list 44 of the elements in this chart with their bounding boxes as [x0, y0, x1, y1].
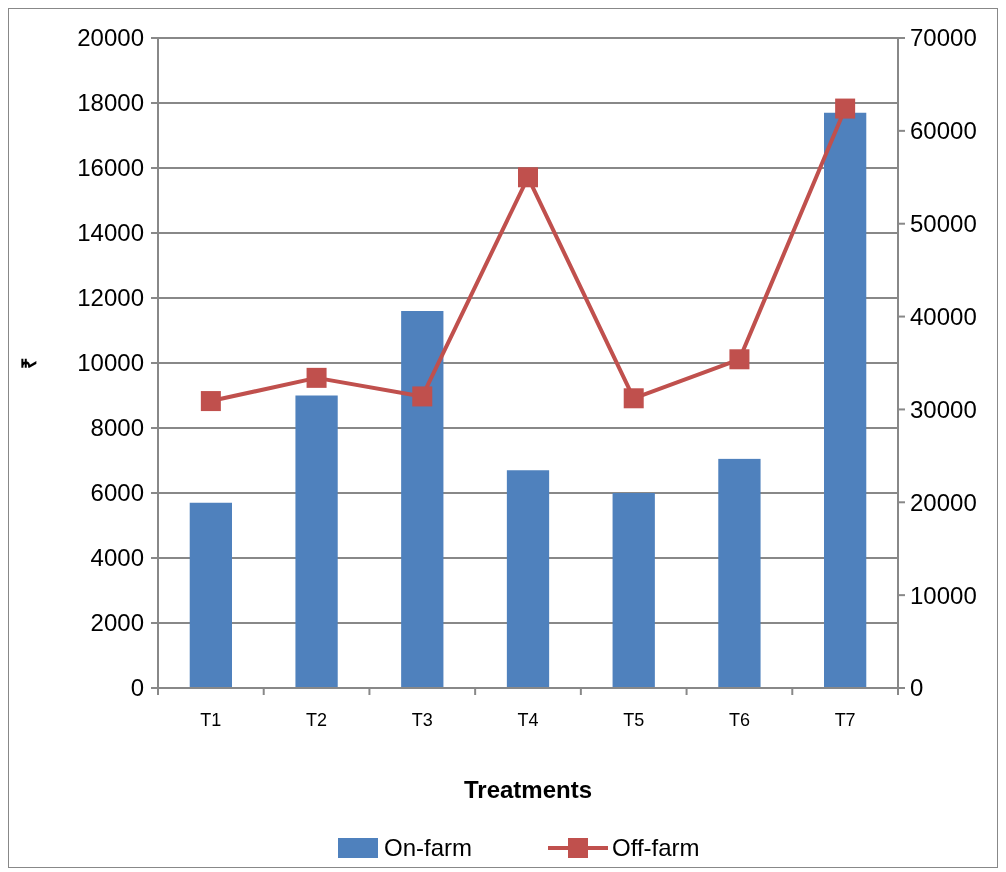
bar — [824, 112, 867, 688]
point — [200, 391, 221, 412]
y-tick-label: 20000 — [77, 24, 144, 52]
point — [518, 167, 538, 188]
x-tick-label: T1 — [200, 710, 222, 730]
x-tick-label: T2 — [306, 710, 328, 730]
x-axis-title: Treatments — [463, 776, 593, 803]
point — [306, 367, 327, 388]
bar — [401, 311, 444, 688]
y-tick-label: 4000 — [90, 544, 144, 572]
y2-tick-label: 30000 — [910, 395, 977, 423]
x-tick-label: T7 — [834, 710, 856, 730]
y-tick-label: 16000 — [77, 154, 144, 182]
point — [729, 349, 750, 370]
y-tick-label: 10000 — [77, 349, 144, 377]
y2-tick-label: 0 — [910, 674, 924, 702]
y-tick-label: 8000 — [90, 414, 144, 442]
y-tick-label: 0 — [130, 674, 144, 702]
x-tick-label: T3 — [411, 710, 433, 730]
y2-tick-label: 10000 — [910, 581, 977, 609]
y-tick-label: 18000 — [77, 89, 144, 117]
point — [835, 98, 856, 119]
y-tick-label: 6000 — [90, 479, 144, 507]
legend-label: Off-farm — [612, 834, 700, 862]
bar — [295, 395, 338, 688]
y2-tick-label: 70000 — [910, 24, 977, 52]
y2-tick-label: 40000 — [910, 302, 977, 330]
point — [412, 386, 433, 407]
y-axis-title: ₹ — [18, 357, 40, 369]
y2-tick-label: 20000 — [910, 488, 977, 516]
bar — [612, 493, 655, 688]
bar — [189, 502, 232, 688]
y2-tick-label: 60000 — [910, 117, 977, 145]
y2-tick-label: 50000 — [910, 210, 977, 238]
bar — [506, 470, 550, 688]
bar — [718, 458, 761, 688]
y-tick-label: 2000 — [90, 609, 144, 637]
point — [623, 388, 644, 409]
x-tick-label: T6 — [728, 710, 750, 730]
y-tick-label: 14000 — [77, 219, 144, 247]
x-tick-label: T5 — [623, 710, 645, 730]
y-tick-label: 12000 — [77, 284, 144, 312]
x-tick-label: T4 — [517, 710, 539, 730]
legend-label: On-farm — [384, 834, 473, 862]
